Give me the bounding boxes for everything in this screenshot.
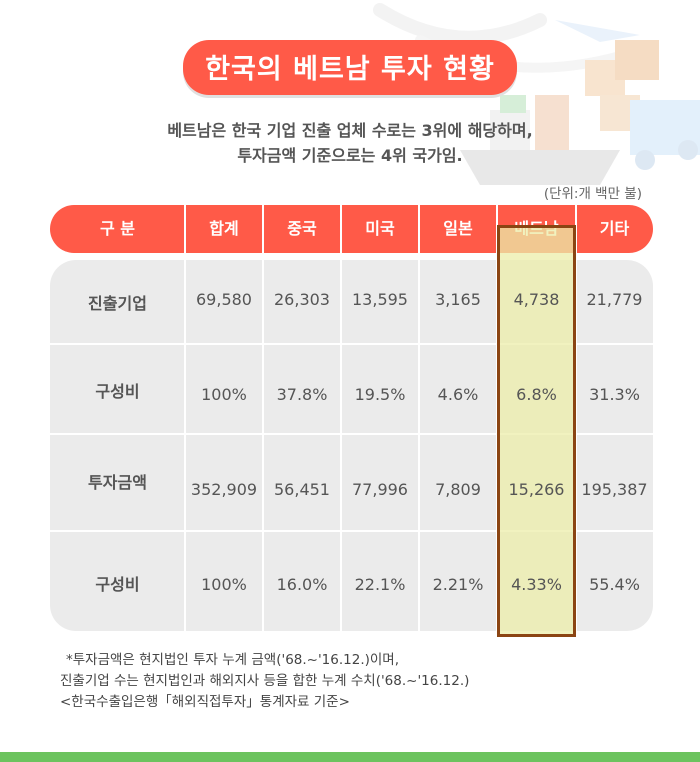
unit-label: (단위:개 백만 불) [543,186,642,202]
table-cell: 6.8% [516,385,557,404]
intro-text: 베트남은 한국 기업 진출 업체 수로는 3위에 해당하며, 투자금액 기준으로… [0,118,700,168]
table-cell: 13,595 [352,290,408,309]
table-cell: 15,266 [508,480,565,499]
header-divider [575,205,577,253]
column-divider [262,260,264,631]
header-divider [418,205,420,253]
table-cell: 77,996 [352,480,408,499]
column-divider [418,260,420,631]
table-cell: 195,387 [581,480,648,499]
row-divider [50,530,653,532]
row-label: 진출기업 [88,294,147,313]
footnote-3: <한국수출입은행「해외직접투자」통계자료 기준> [60,694,350,710]
table-cell: 16.0% [276,575,328,594]
footnotes: *투자금액은 현지법인 투자 누계 금액('68.~'16.12.)이며, 진출… [60,650,469,713]
intro-line-2: 투자금액 기준으로는 4위 국가임. [237,146,463,165]
table-cell: 22.1% [354,575,406,594]
row-label: 투자금액 [88,473,147,492]
page-title: 한국의 베트남 투자 현황 [183,40,517,95]
column-divider [184,260,186,631]
header-other: 기타 [599,219,630,238]
row-label: 구성비 [95,382,140,401]
table-cell: 352,909 [190,480,258,499]
row-label: 구성비 [95,575,140,594]
column-divider [575,260,577,631]
table-cell: 4,738 [513,290,560,309]
column-divider [340,260,342,631]
header-total: 합계 [209,219,239,238]
header-china: 중국 [287,219,317,238]
footnote-2: 진출기업 수는 현지법인과 해외지사 등을 합한 누계 수치('68.~'16.… [60,673,470,689]
footnote-1: *투자금액은 현지법인 투자 누계 금액('68.~'16.12.)이며, [66,652,400,668]
table-cell: 37.8% [276,385,328,404]
table-cell: 100% [201,575,247,594]
header-divider [262,205,264,253]
row-divider [50,433,653,435]
background-illustration [0,0,700,200]
intro-line-1: 베트남은 한국 기업 진출 업체 수로는 3위에 해당하며, [167,121,533,140]
row-divider [50,343,653,345]
table-cell: 7,809 [435,480,481,499]
table-cell: 26,303 [274,290,330,309]
vietnam-highlight-box [497,225,576,637]
footer-bar [0,752,700,762]
investment-table: 구 분 합계 중국 미국 일본 베트남 기타 진출기업 69,580 26,30… [50,205,653,637]
header-divider [340,205,342,253]
table-cell: 56,451 [274,480,330,499]
table-cell: 69,580 [196,290,252,309]
table-cell: 3,165 [435,290,481,309]
table-cell: 4.33% [511,575,562,594]
header-usa: 미국 [365,219,395,238]
table-cell: 55.4% [589,575,640,594]
table-cell: 21,779 [586,290,643,309]
table-cell: 19.5% [354,385,406,404]
header-category: 구 분 [99,219,135,238]
header-japan: 일본 [443,219,473,238]
table-cell: 31.3% [589,385,640,404]
table-cell: 4.6% [437,385,479,404]
title-container: 한국의 베트남 투자 현황 [0,40,700,95]
table-cell: 2.21% [432,575,484,594]
table-cell: 100% [201,385,247,404]
header-divider [184,205,186,253]
